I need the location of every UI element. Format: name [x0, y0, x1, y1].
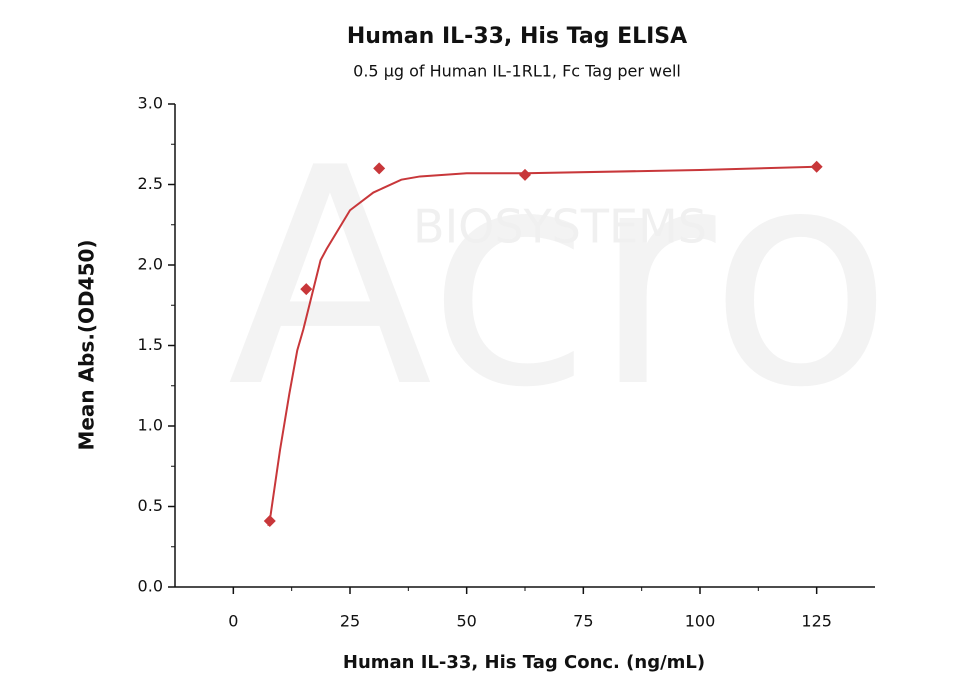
- data-point: [263, 514, 276, 527]
- x-tick-label: 50: [456, 612, 476, 631]
- data-point: [300, 283, 313, 296]
- fit-curve: [267, 165, 817, 527]
- chart-title: Human IL-33, His Tag ELISA: [347, 24, 687, 49]
- x-tick-label: 75: [573, 612, 593, 631]
- watermark: Acro: [227, 104, 892, 453]
- x-tick-label: 0: [228, 612, 238, 631]
- data-point: [519, 168, 531, 181]
- y-tick-label: 1.5: [138, 335, 163, 354]
- y-axis-label: Mean Abs.(OD450): [75, 239, 99, 450]
- chart-subtitle: 0.5 μg of Human IL-1RL1, Fc Tag per well: [353, 62, 681, 81]
- x-tick-label: 25: [340, 612, 360, 631]
- watermark: BIOSYSTEMS: [413, 200, 707, 254]
- data-point: [810, 160, 823, 173]
- y-tick-label: 2.0: [138, 255, 163, 274]
- y-tick-label: 3.0: [138, 94, 163, 113]
- y-tick-label: 0.0: [138, 577, 163, 596]
- y-tick-label: 0.5: [138, 496, 163, 515]
- x-axis-label: Human IL-33, His Tag Conc. (ng/mL): [343, 652, 705, 673]
- data-point: [373, 162, 386, 175]
- x-tick-label: 125: [801, 612, 832, 631]
- y-tick-label: 1.0: [138, 416, 163, 435]
- y-tick-label: 2.5: [138, 174, 163, 193]
- x-tick-label: 100: [685, 612, 716, 631]
